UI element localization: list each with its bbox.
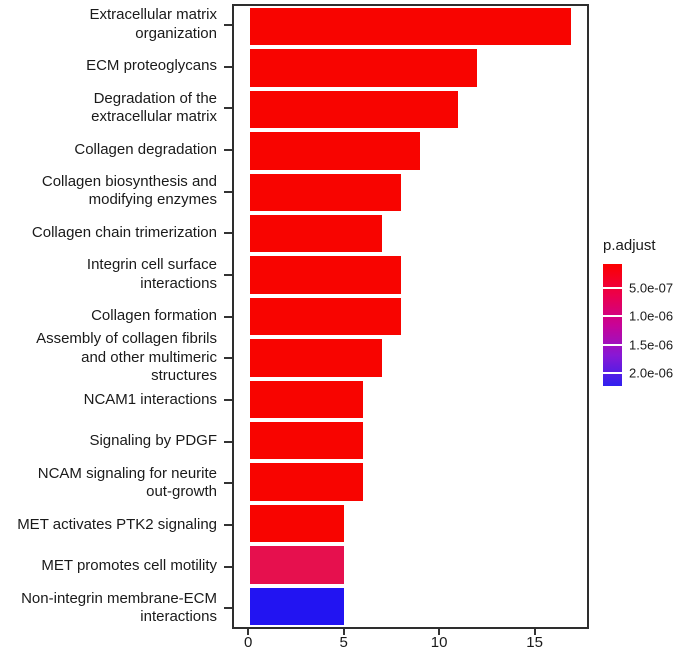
y-axis-tick (224, 440, 232, 443)
category-label: Collagen biosynthesis and modifying enzy… (41, 172, 217, 209)
y-axis-tick (224, 148, 232, 151)
category-label: ECM proteoglycans (86, 57, 217, 75)
bar (250, 587, 345, 625)
category-label: MET promotes cell motility (41, 557, 217, 575)
legend-tick-label: 5.0e-07 (629, 280, 674, 296)
y-axis-ticks (224, 4, 232, 629)
bar (250, 504, 345, 543)
legend-tick-mark (603, 371, 622, 374)
plot-panel (232, 4, 589, 629)
bar (250, 463, 364, 501)
category-label: Collagen formation (91, 307, 217, 325)
bar (250, 173, 402, 211)
legend: p.adjust 5.0e-07 1.0e-06 1.5e-06 2.0e-06 (603, 237, 685, 386)
legend-tick-mark (603, 287, 622, 290)
bar (250, 256, 402, 294)
legend-tick-mark (603, 343, 622, 346)
category-label: NCAM1 interactions (83, 390, 217, 408)
bar (250, 422, 364, 460)
category-label: Extracellular matrix organization (89, 6, 217, 42)
x-axis-tick-label: 5 (339, 634, 348, 647)
y-axis-tick (224, 565, 232, 568)
bar (250, 339, 383, 377)
category-label: Non-integrin membrane-ECM interactions (21, 589, 217, 626)
category-label: Assembly of collagen fibrils and other m… (36, 330, 217, 385)
x-axis-tick (342, 629, 345, 635)
legend-tick-label: 1.5e-06 (629, 337, 674, 353)
y-axis-tick (224, 315, 232, 318)
y-axis-tick (224, 273, 232, 276)
bar (250, 297, 402, 336)
legend-tick-mark (603, 315, 622, 318)
x-axis-tick (533, 629, 536, 635)
x-axis-tick-label: 15 (526, 634, 543, 647)
y-axis-tick (224, 107, 232, 110)
legend-body: 5.0e-07 1.0e-06 1.5e-06 2.0e-06 (603, 264, 685, 386)
legend-tick-label: 2.0e-06 (629, 365, 674, 381)
y-axis-tick (224, 398, 232, 401)
x-axis-tick-label: 10 (430, 634, 448, 647)
category-label: NCAM signaling for neurite out-growth (37, 464, 217, 501)
x-axis-tick (438, 629, 441, 635)
bar (250, 8, 571, 46)
legend-tick-label: 1.0e-06 (629, 308, 674, 324)
bar (250, 132, 420, 170)
y-axis-labels: Extracellular matrix organization ECM pro… (0, 4, 222, 629)
bar (250, 380, 364, 418)
bar (250, 90, 458, 129)
y-axis-tick (224, 190, 232, 193)
category-label: Degradation of the extracellular matrix (91, 89, 217, 126)
bar (250, 215, 383, 253)
category-label: Signaling by PDGF (89, 432, 217, 450)
x-axis-tick (247, 629, 250, 635)
y-axis-tick (224, 607, 232, 610)
x-axis-tick-label: 0 (244, 634, 253, 647)
bar (250, 49, 477, 87)
category-label: MET activates PTK2 signaling (17, 515, 217, 533)
y-axis-tick (224, 523, 232, 526)
x-axis: 0 5 10 15 (232, 629, 589, 647)
y-axis-tick (224, 357, 232, 360)
y-axis-tick (224, 482, 232, 485)
legend-gradient-bar (603, 264, 622, 386)
y-axis-tick (224, 23, 232, 26)
y-axis-tick (224, 65, 232, 68)
category-label: Collagen chain trimerization (31, 223, 217, 241)
category-label: Integrin cell surface interactions (86, 256, 217, 292)
bar (250, 546, 345, 584)
category-label: Collagen degradation (74, 140, 217, 158)
legend-title: p.adjust (603, 237, 656, 254)
y-axis-tick (224, 232, 232, 235)
